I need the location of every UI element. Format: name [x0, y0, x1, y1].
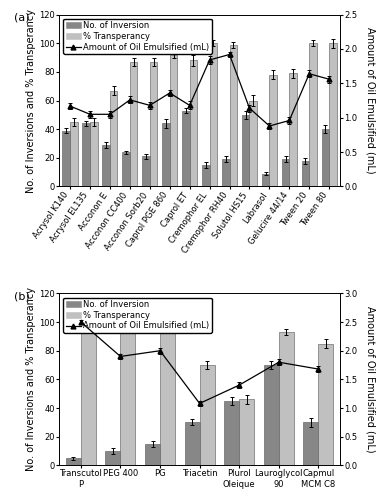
Bar: [130, 62, 137, 186]
Bar: [105, 451, 120, 466]
Bar: [242, 115, 250, 186]
Bar: [302, 160, 309, 186]
Y-axis label: Amount of Oil Emulsified (mL): Amount of Oil Emulsified (mL): [366, 27, 376, 174]
Bar: [142, 156, 150, 186]
Bar: [110, 90, 118, 186]
Bar: [145, 444, 160, 466]
Bar: [200, 365, 215, 466]
Bar: [222, 160, 229, 186]
Bar: [160, 324, 175, 466]
Bar: [264, 365, 279, 466]
Bar: [250, 100, 257, 186]
Bar: [202, 165, 210, 186]
Bar: [70, 122, 78, 186]
Bar: [229, 44, 237, 187]
Bar: [102, 145, 110, 186]
Bar: [185, 422, 200, 466]
Y-axis label: Amount of Oil Emulsified (mL): Amount of Oil Emulsified (mL): [366, 306, 376, 452]
Bar: [90, 122, 98, 186]
Bar: [81, 322, 96, 466]
Bar: [329, 44, 337, 187]
Bar: [150, 62, 158, 186]
Bar: [289, 74, 297, 186]
Bar: [62, 130, 70, 186]
Bar: [303, 422, 319, 466]
Bar: [262, 174, 269, 186]
Y-axis label: No. of Inversions and % Transperancy: No. of Inversions and % Transperancy: [26, 8, 36, 192]
Legend: No. of Inversion, % Transperancy, Amount of Oil Emulsified (mL): No. of Inversion, % Transperancy, Amount…: [63, 19, 212, 54]
Y-axis label: No. of Inversions and % Transperancy: No. of Inversions and % Transperancy: [26, 288, 36, 472]
Bar: [282, 160, 289, 186]
Bar: [309, 44, 317, 187]
Bar: [82, 124, 90, 186]
Bar: [319, 344, 334, 466]
Bar: [122, 152, 130, 186]
Bar: [322, 129, 329, 186]
Text: (a): (a): [14, 13, 30, 23]
Bar: [190, 60, 197, 186]
Text: (b): (b): [14, 292, 30, 302]
Bar: [210, 44, 217, 187]
Bar: [182, 110, 190, 186]
Bar: [269, 75, 277, 186]
Bar: [66, 458, 81, 466]
Bar: [224, 401, 239, 466]
Legend: No. of Inversion, % Transperancy, Amount of Oil Emulsified (mL): No. of Inversion, % Transperancy, Amount…: [63, 298, 212, 333]
Bar: [120, 322, 135, 466]
Bar: [239, 400, 254, 466]
Bar: [162, 124, 170, 186]
Bar: [279, 332, 294, 466]
Bar: [170, 54, 177, 186]
